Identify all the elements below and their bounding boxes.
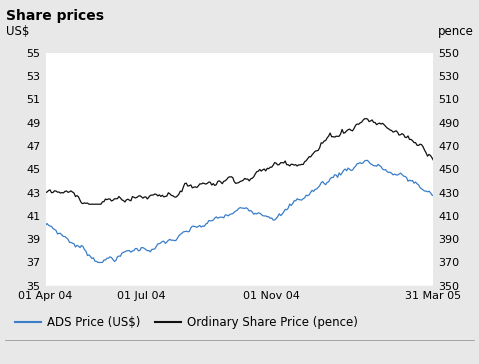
Text: US$: US$ xyxy=(6,25,29,38)
Legend: ADS Price (US$), Ordinary Share Price (pence): ADS Price (US$), Ordinary Share Price (p… xyxy=(11,311,362,334)
Text: Share prices: Share prices xyxy=(6,9,104,23)
Text: pence: pence xyxy=(437,25,473,38)
